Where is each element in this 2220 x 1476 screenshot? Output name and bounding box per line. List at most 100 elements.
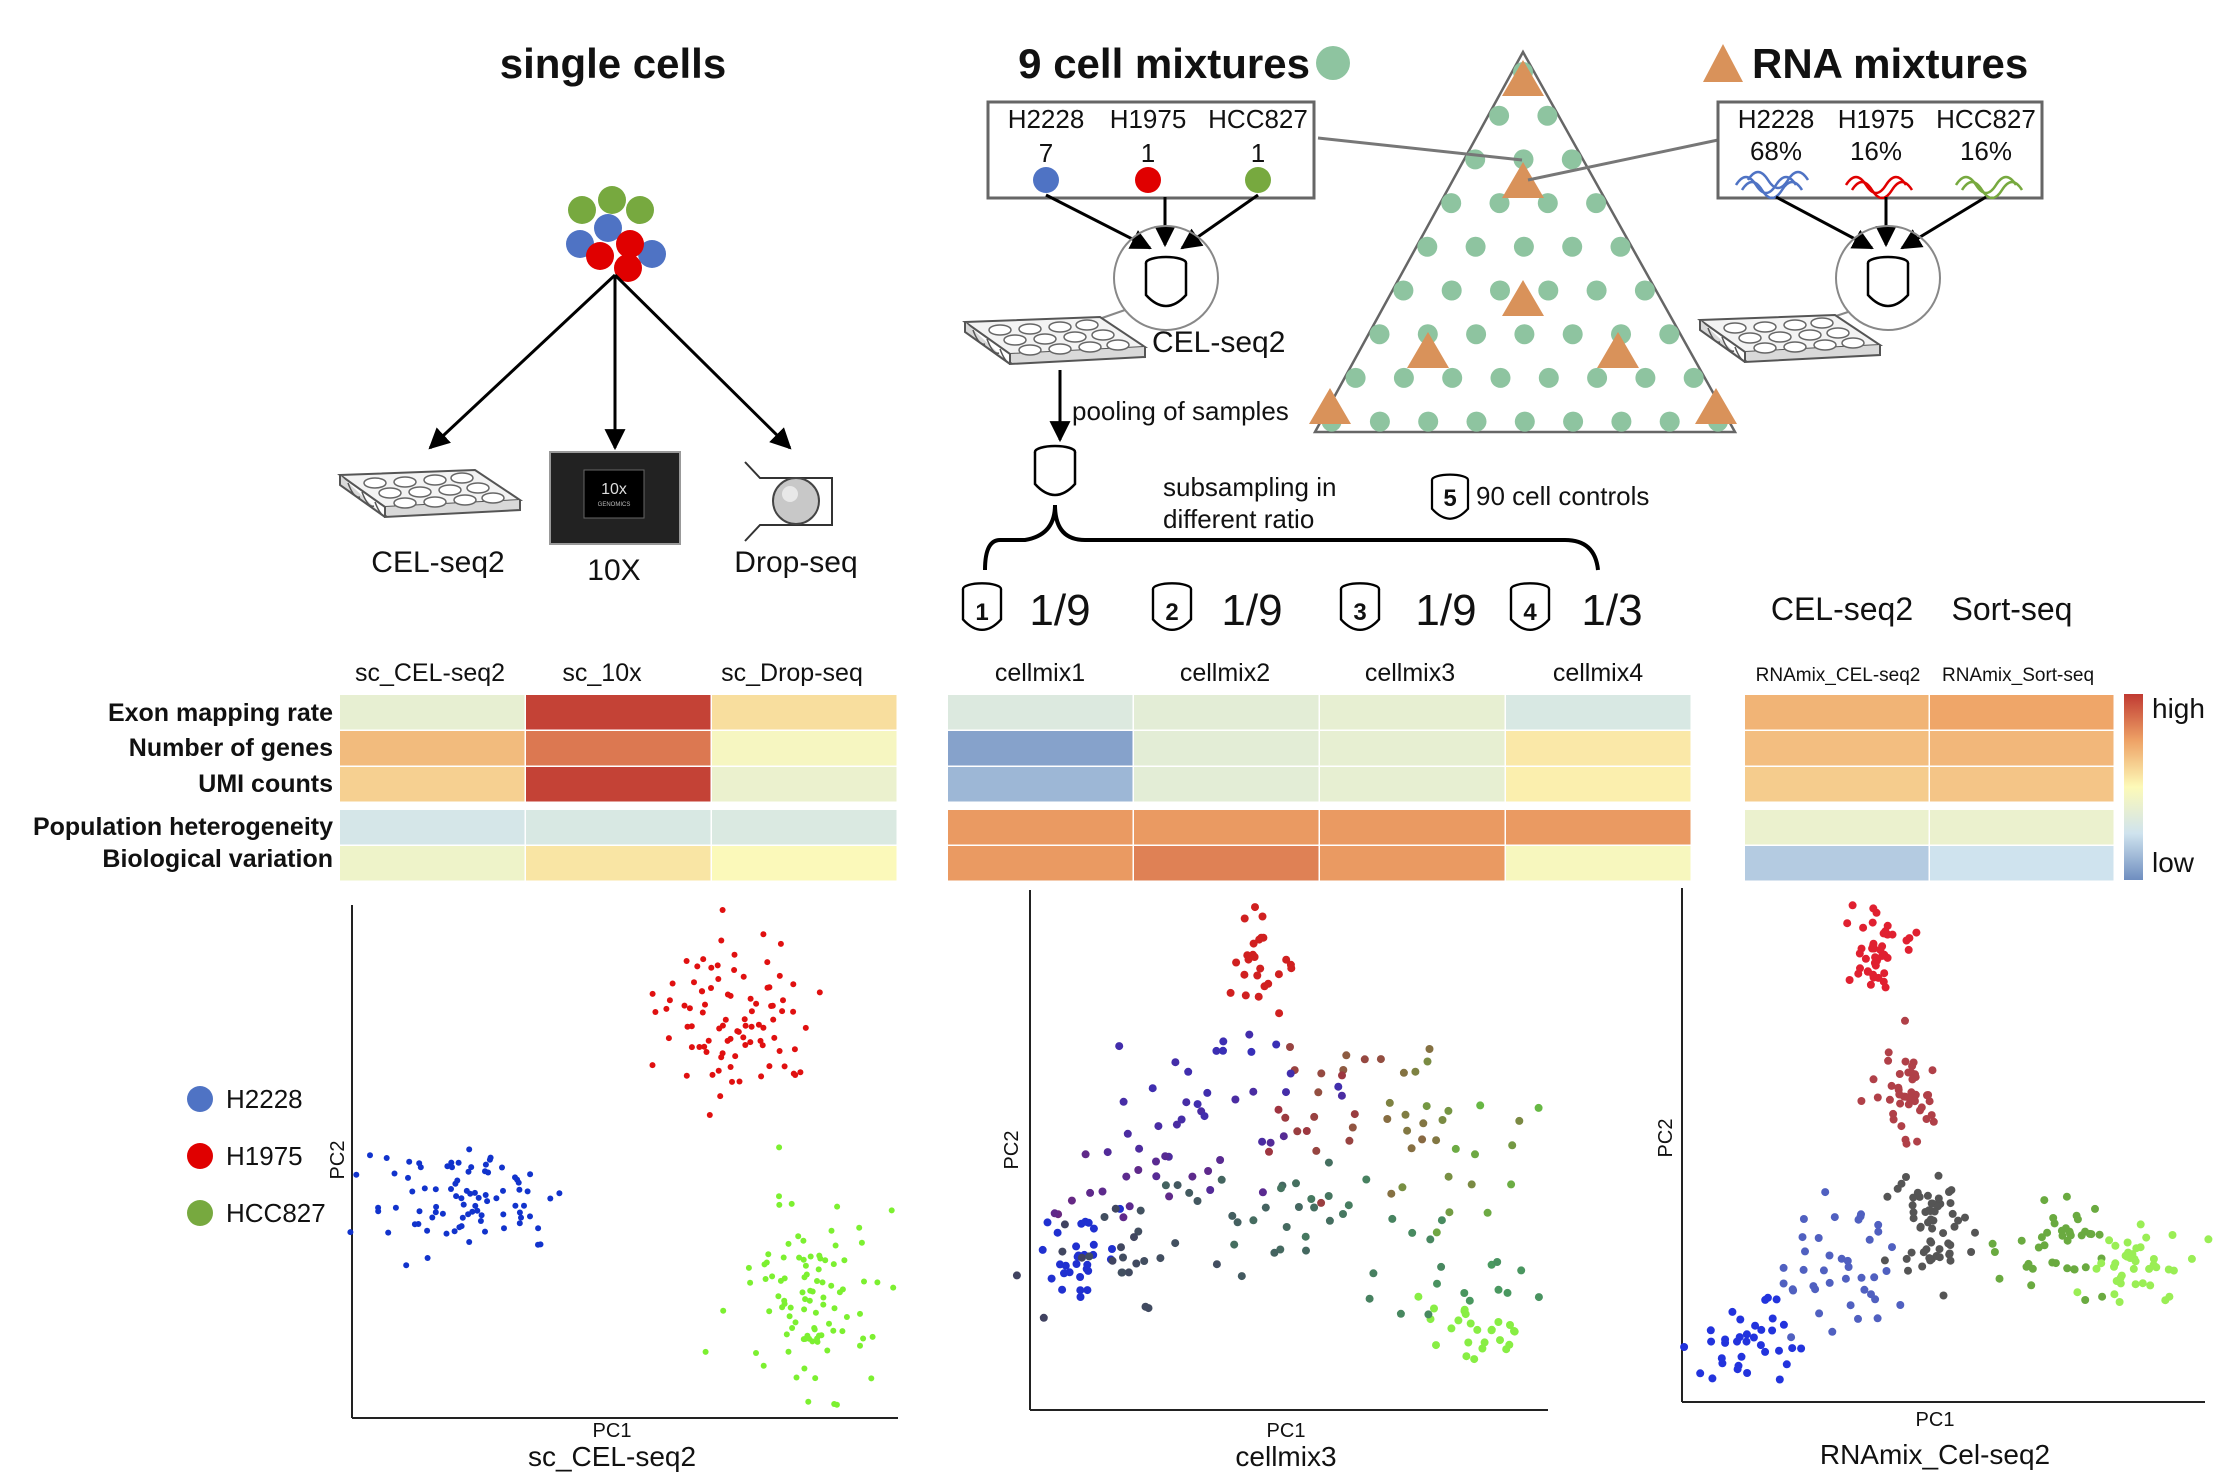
scatter-point [1243, 951, 1252, 960]
scatter-point [1058, 1247, 1067, 1256]
scatter-point [1302, 1127, 1311, 1135]
scatter-point [1098, 1187, 1107, 1196]
rna-header-sortseq: Sort-seq [1952, 591, 2073, 627]
scatter-point [1282, 1223, 1291, 1231]
scatter-point [2187, 1254, 2196, 1263]
scatter-point [1132, 1259, 1141, 1268]
scatter-point [1787, 1333, 1796, 1342]
mixture-dot [1538, 280, 1559, 301]
scatter-point [1859, 923, 1868, 932]
scatter-point [806, 1297, 813, 1304]
scatter-point [391, 1170, 398, 1177]
scatter-point [2097, 1259, 2106, 1268]
rna-mixture-marker [1502, 280, 1544, 316]
scatter-point [1861, 954, 1870, 963]
scatter-point [482, 1192, 489, 1198]
heatmap-cell [948, 767, 1133, 802]
mixture-dot [1513, 236, 1534, 257]
h1975-cell-icon [1135, 167, 1161, 193]
subsample-ratio-2: 1/9 [1221, 586, 1282, 635]
rna-cellline-1: H2228 [1738, 104, 1815, 134]
scatter-point [843, 1314, 850, 1320]
scatter-point [432, 1186, 439, 1193]
scatter-point [792, 1072, 799, 1078]
scatter-point [1908, 1062, 1917, 1071]
scatter-point [1039, 1313, 1048, 1322]
scatter-point [1342, 1051, 1351, 1060]
scatter-point [1883, 1192, 1892, 1201]
mixture-dot [1538, 367, 1559, 388]
scatter-point [1880, 1256, 1889, 1265]
scatter-point [403, 1262, 410, 1269]
scatter-point [1081, 1217, 1090, 1226]
scatter-point [1072, 1260, 1081, 1268]
scatter-point [714, 962, 721, 969]
scatter-point [828, 1282, 835, 1289]
scatter-point [694, 963, 701, 970]
scatter-point [2092, 1264, 2101, 1273]
plate-icon [339, 469, 521, 518]
heatmap: Exon mapping rate Number of genes UMI co… [33, 659, 2205, 881]
scatter-point [765, 1251, 772, 1258]
scatter-point [809, 1288, 816, 1295]
mixture-dot [1465, 149, 1486, 170]
scatter-point [776, 1048, 783, 1054]
scatter-point [1480, 1338, 1489, 1347]
scatter-point [1148, 1084, 1157, 1093]
scatter-point [755, 1021, 762, 1028]
row-label-3: UMI counts [198, 770, 333, 798]
scatter-point [1111, 1204, 1120, 1213]
scatter-point [760, 931, 767, 938]
heatmap-cell [1506, 695, 1691, 730]
scatter-point [375, 1208, 382, 1215]
scatter-point [472, 1202, 479, 1209]
scatter-point [1896, 1099, 1905, 1108]
scatter-point [1274, 1105, 1283, 1114]
scatter-point [666, 997, 673, 1004]
mix-cellline-2: H1975 [1110, 104, 1187, 134]
scatter-point [795, 1233, 802, 1240]
h1975-rna-wave-icon [1844, 175, 1914, 200]
mixture-dot [1587, 367, 1608, 388]
scatter-point [1185, 1188, 1194, 1197]
mixture-dot [1635, 367, 1656, 388]
scatter-point [1362, 1175, 1371, 1184]
scatter-point [1971, 1228, 1979, 1237]
scatter-point [421, 1185, 428, 1192]
scatter-point [1411, 1067, 1420, 1076]
scatter-point [1089, 1224, 1098, 1233]
scatter-point [830, 1261, 837, 1268]
scatter-point [699, 1009, 706, 1016]
scatter-point [1136, 1206, 1145, 1215]
scatter-point [1422, 1102, 1431, 1111]
panel-title: RNAmix_Cel-seq2 [1820, 1439, 2050, 1470]
scatter-point [448, 1159, 455, 1166]
single-cells-title: single cells [500, 40, 726, 87]
scatter-point [781, 1063, 788, 1070]
scatter-point [1077, 1253, 1086, 1262]
cell-mixtures-panel: 9 cell mixtures H2228 H1975 HCC827 7 1 1… [961, 40, 1649, 635]
scatter-point [788, 1200, 795, 1207]
scatter-point [1845, 976, 1854, 984]
subsample-ratio-3: 1/9 [1415, 586, 1476, 635]
scatter-point [1237, 1272, 1246, 1281]
scatter-point [1934, 1171, 1943, 1180]
scatter-point [1438, 1116, 1447, 1124]
mixture-dot [1393, 367, 1414, 388]
scatter-point [759, 1042, 766, 1049]
rna-triangle-icon [1703, 44, 1743, 82]
mixture-dot [1490, 367, 1511, 388]
scatter-point [1494, 1285, 1503, 1294]
scatter-point [748, 1023, 755, 1030]
scatter-point [748, 1008, 755, 1015]
scatter-point [1961, 1213, 1969, 1222]
scatter-point [1534, 1293, 1543, 1302]
scatter-point [2138, 1279, 2147, 1288]
scatter-point [1228, 1211, 1237, 1220]
scatter-point [471, 1189, 478, 1196]
scatter-point [1086, 1188, 1095, 1197]
scatter-point [1286, 1043, 1294, 1051]
scatter-point [406, 1158, 413, 1165]
scatter-point [455, 1159, 462, 1166]
scatter-point [1939, 1291, 1948, 1300]
